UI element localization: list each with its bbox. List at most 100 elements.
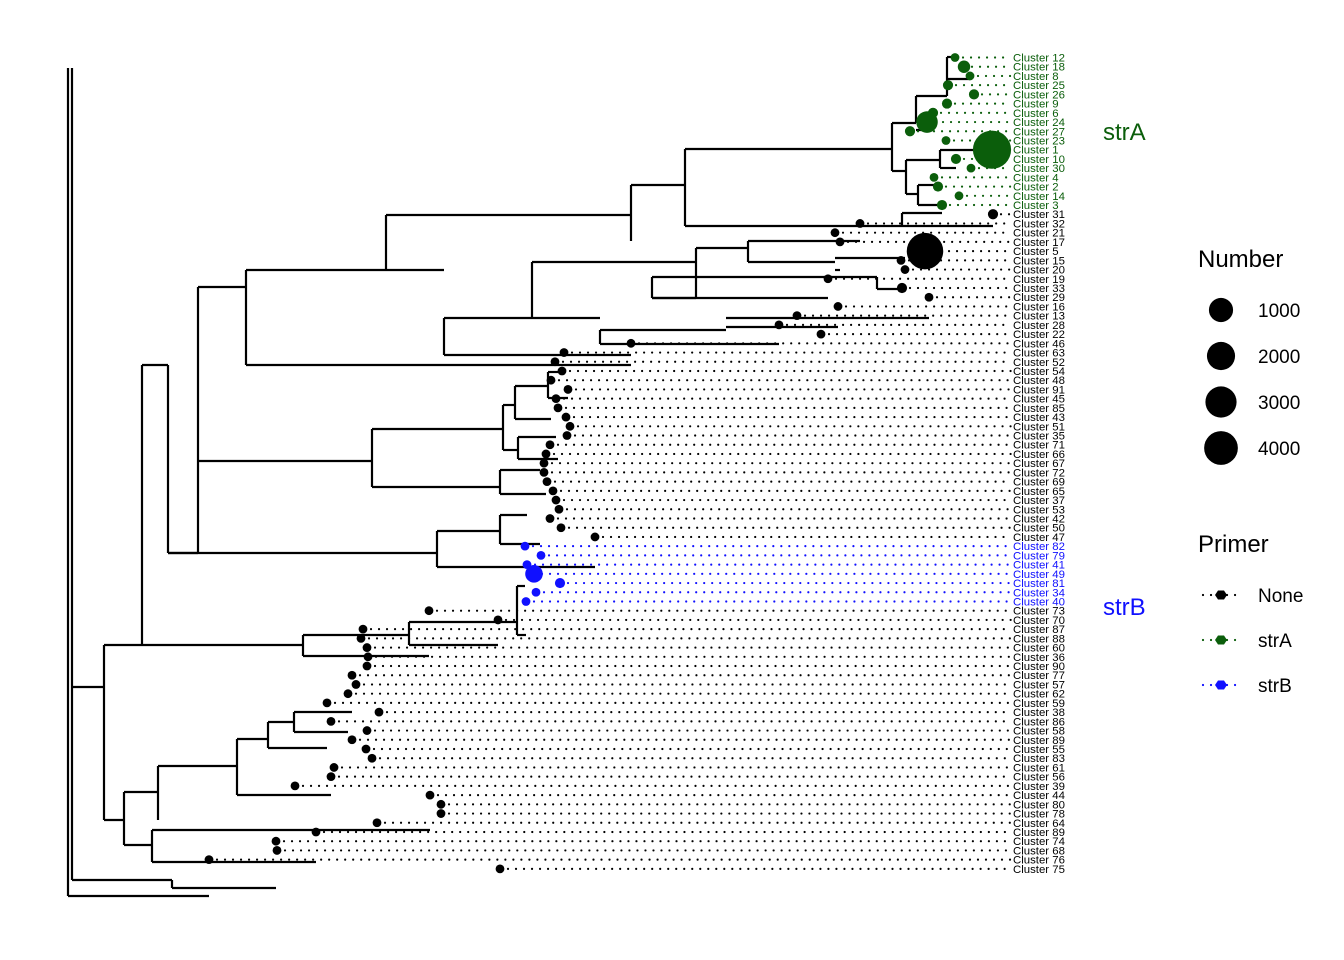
tip-label: Cluster 2 <box>1013 182 1059 194</box>
tip-leader-lines <box>207 56 1013 870</box>
legend-color-label: strB <box>1258 676 1292 697</box>
tip-point <box>965 71 975 81</box>
tip-point <box>546 375 556 385</box>
legend-color-point <box>1215 680 1227 690</box>
clade-label-strA: strA <box>1103 119 1146 146</box>
tip-point <box>362 726 372 735</box>
tip-point <box>436 799 446 809</box>
tip-point <box>372 818 382 828</box>
tip-point <box>792 311 802 321</box>
tip-label: Cluster 85 <box>1013 403 1065 415</box>
tip-point <box>361 744 371 754</box>
tip-point <box>972 130 1012 169</box>
tip-label: Cluster 72 <box>1013 467 1065 479</box>
tip-label: Cluster 12 <box>1013 53 1065 65</box>
tip-point <box>495 864 505 874</box>
tip-label: Cluster 86 <box>1013 716 1065 728</box>
tip-label: Cluster 90 <box>1013 661 1065 673</box>
tip-label: Cluster 53 <box>1013 504 1065 516</box>
tip-point <box>561 412 571 422</box>
tip-point <box>904 126 916 137</box>
tip-point <box>932 181 944 192</box>
tip-label: Cluster 45 <box>1013 394 1065 406</box>
tip-point <box>322 698 332 708</box>
tip-label: Cluster 33 <box>1013 283 1065 295</box>
tip-label: Cluster 38 <box>1013 707 1065 719</box>
tip-label: Cluster 89 <box>1013 735 1065 747</box>
tip-label: Cluster 40 <box>1013 596 1065 608</box>
tip-label: Cluster 80 <box>1013 799 1065 811</box>
tip-point <box>347 735 357 745</box>
tip-point <box>525 565 543 583</box>
tip-label: Cluster 46 <box>1013 338 1065 350</box>
tip-label: Cluster 22 <box>1013 329 1065 341</box>
tip-point <box>367 753 377 763</box>
tip-label: Cluster 75 <box>1013 864 1065 876</box>
legend-color-label: None <box>1258 586 1303 607</box>
tip-label: Cluster 71 <box>1013 440 1065 452</box>
tip-label: Cluster 58 <box>1013 726 1065 738</box>
tip-label: Cluster 35 <box>1013 431 1065 443</box>
tip-label: Cluster 36 <box>1013 652 1065 664</box>
legend-size-label: 3000 <box>1258 393 1300 414</box>
tip-point <box>966 163 976 173</box>
tip-point <box>425 790 435 800</box>
tip-label: Cluster 49 <box>1013 569 1065 581</box>
tip-label: Cluster 13 <box>1013 311 1065 323</box>
tip-point <box>550 357 560 367</box>
tip-point <box>896 282 908 294</box>
tip-label: Cluster 69 <box>1013 477 1065 489</box>
tip-label: Cluster 68 <box>1013 845 1065 857</box>
tip-point <box>551 394 561 404</box>
tip-point <box>559 348 569 357</box>
legend: Number 1000 2000 3000 4000 Primer None strA s… <box>1198 246 1303 697</box>
legend-color-point <box>1215 635 1227 645</box>
legend-size-point <box>1205 386 1237 418</box>
tip-point <box>351 680 361 689</box>
tip-label: Cluster 39 <box>1013 781 1065 793</box>
legend-color-label: strA <box>1258 631 1292 652</box>
tip-label: Cluster 47 <box>1013 532 1065 544</box>
tip-label: Cluster 62 <box>1013 689 1065 701</box>
tip-label: Cluster 15 <box>1013 255 1065 267</box>
clade-labels: strA strB <box>1103 119 1146 621</box>
tip-point <box>987 209 999 220</box>
tip-point <box>941 136 951 145</box>
tip-label: Cluster 63 <box>1013 348 1065 360</box>
tip-label: Cluster 1 <box>1013 145 1059 157</box>
tip-point <box>855 219 865 228</box>
tip-point <box>436 809 446 818</box>
tip-point <box>626 338 636 348</box>
tip-point <box>774 320 784 330</box>
tip-point <box>816 329 826 339</box>
tip-point <box>900 265 910 274</box>
tip-point <box>545 514 555 523</box>
legend-size-point <box>1204 431 1238 465</box>
tip-point <box>968 89 980 100</box>
tip-label: Cluster 87 <box>1013 624 1065 636</box>
tip-label: Cluster 48 <box>1013 375 1065 387</box>
tip-label: Cluster 43 <box>1013 412 1065 424</box>
tip-point <box>536 550 546 560</box>
tip-label: Cluster 44 <box>1013 790 1065 802</box>
tip-label: Cluster 10 <box>1013 154 1065 166</box>
tip-point <box>374 707 384 717</box>
tip-point <box>554 504 564 514</box>
tip-point <box>542 477 552 487</box>
tip-label: Cluster 32 <box>1013 218 1065 230</box>
tip-label: Cluster 30 <box>1013 163 1065 175</box>
tip-point <box>356 633 366 643</box>
tip-label: Cluster 4 <box>1013 172 1059 184</box>
legend-size-title: Number <box>1198 246 1283 273</box>
tip-point <box>562 431 572 440</box>
tip-point <box>950 153 962 165</box>
tip-point <box>556 523 566 533</box>
tip-label: Cluster 73 <box>1013 606 1065 618</box>
tip-label: Cluster 42 <box>1013 514 1065 526</box>
tip-point <box>557 366 567 376</box>
tip-label: Cluster 21 <box>1013 228 1065 240</box>
tip-label: Cluster 60 <box>1013 643 1065 655</box>
tip-label: Cluster 16 <box>1013 301 1065 313</box>
tip-label: Cluster 20 <box>1013 265 1065 277</box>
